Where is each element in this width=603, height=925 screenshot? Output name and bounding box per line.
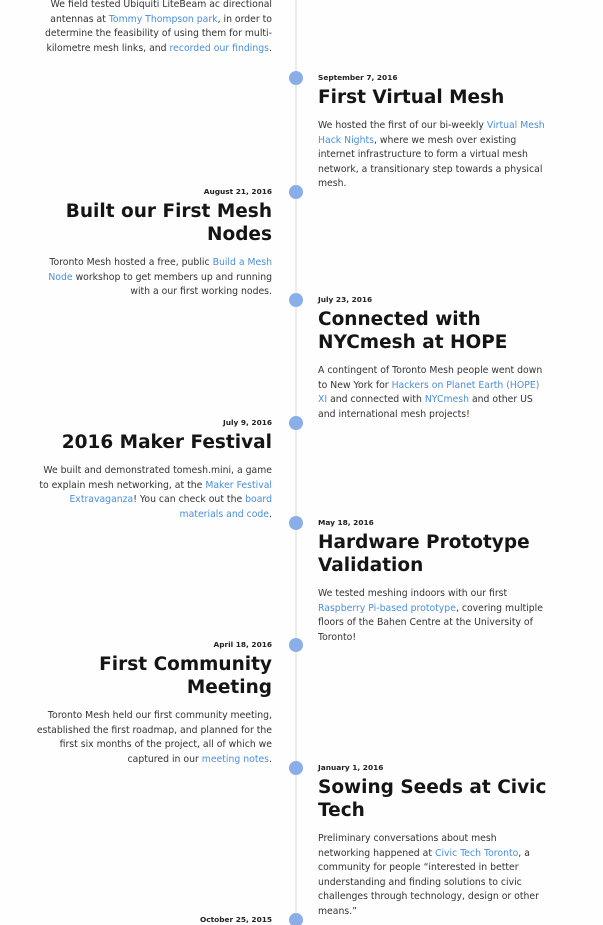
timeline-entry: October 25, 2015: [36, 915, 272, 925]
inline-link[interactable]: Build a Mesh Node: [48, 257, 272, 283]
timeline-line: [295, 0, 297, 925]
description-text: .: [269, 42, 272, 54]
entry-title: Hardware Prototype Validation: [318, 532, 530, 576]
timeline-dot: [289, 913, 303, 925]
entry-date: April 18, 2016: [213, 640, 272, 649]
description-text: Toronto Mesh held our first community me…: [36, 710, 272, 765]
entry-date: May 18, 2016: [318, 518, 374, 527]
description-text: and other US and international mesh proj…: [318, 394, 533, 420]
timeline-dot: [289, 71, 303, 85]
entry-title: Connected with NYCmesh at HOPE: [318, 309, 508, 353]
entry-description: We built and demonstrated tomesh.mini, a…: [36, 464, 272, 522]
entry-date: January 1, 2016: [318, 763, 384, 772]
description-text: ! You can check out the: [133, 494, 246, 505]
description-text: workshop to get members up and running w…: [72, 271, 272, 298]
entry-title: Built our First Mesh Nodes: [65, 201, 272, 245]
description-text: We field tested Ubiquiti LiteBeam ac dir…: [50, 0, 272, 25]
entry-description: We field tested Ubiquiti LiteBeam ac dir…: [36, 0, 272, 56]
inline-link[interactable]: Maker Festival Extravaganza: [69, 479, 272, 506]
description-text: A contingent of Toronto Mesh people went…: [318, 365, 543, 391]
entry-title: First Community Meeting: [99, 654, 272, 698]
entry-description: Toronto Mesh hosted a free, public Build…: [36, 256, 272, 300]
timeline-entry: August 21, 2016 Built our First Mesh Nod…: [36, 187, 272, 300]
timeline-entry: January 1, 2016 Sowing Seeds at Civic Te…: [318, 763, 550, 919]
description-text: , covering multiple floors of the Bahen …: [318, 602, 543, 643]
timeline-dot: [289, 185, 303, 199]
entry-date: July 23, 2016: [318, 295, 373, 304]
inline-link[interactable]: Civic Tech Toronto: [434, 847, 519, 859]
timeline-entry: April 18, 2016 First Community Meeting T…: [36, 640, 272, 767]
description-text: , a community for people “interested in …: [318, 847, 539, 917]
inline-link[interactable]: Virtual Mesh Hack Nights: [318, 120, 545, 146]
timeline-entry: May 18, 2016 Hardware Prototype Validati…: [318, 518, 550, 645]
entry-description: Preliminary conversations about mesh net…: [318, 832, 550, 919]
entry-title: 2016 Maker Festival: [61, 432, 272, 453]
inline-link[interactable]: recorded our findings: [169, 42, 270, 54]
description-text: , in order to determine the feasibility …: [44, 13, 272, 54]
entry-description: A contingent of Toronto Mesh people went…: [318, 364, 550, 422]
description-text: .: [269, 508, 272, 520]
timeline-entry: September 7, 2016 First Virtual Mesh We …: [318, 73, 550, 192]
timeline-dot: [289, 761, 303, 775]
description-text: and connected with: [327, 394, 425, 405]
inline-link[interactable]: Hackers on Planet Earth (HOPE) XI: [318, 379, 540, 406]
timeline-dot: [289, 638, 303, 652]
entry-date: July 9, 2016: [222, 418, 272, 427]
entry-date: September 7, 2016: [318, 73, 398, 82]
timeline-entry: July 23, 2016 Connected with NYCmesh at …: [318, 295, 550, 422]
description-text: We tested meshing indoors with our first: [318, 588, 508, 599]
entry-date: August 21, 2016: [203, 187, 272, 196]
timeline-entry: We field tested Ubiquiti LiteBeam ac dir…: [36, 0, 272, 56]
timeline-entry: July 9, 2016 2016 Maker Festival We buil…: [36, 418, 272, 522]
entry-description: Toronto Mesh held our first community me…: [36, 709, 272, 767]
inline-link[interactable]: Raspberry Pi-based prototype: [318, 602, 456, 614]
description-text: We hosted the first of our bi-weekly: [318, 120, 487, 131]
inline-link[interactable]: board materials and code: [179, 494, 272, 520]
entry-description: We tested meshing indoors with our first…: [318, 587, 550, 645]
inline-link[interactable]: meeting notes: [201, 753, 270, 765]
entry-date: October 25, 2015: [199, 915, 272, 924]
inline-link[interactable]: NYCmesh: [424, 394, 469, 405]
inline-link[interactable]: Tommy Thompson park: [108, 13, 218, 25]
description-text: .: [269, 753, 272, 765]
timeline-dot: [289, 516, 303, 530]
entry-title: First Virtual Mesh: [318, 87, 505, 108]
description-text: Preliminary conversations about mesh net…: [318, 833, 497, 859]
description-text: Toronto Mesh hosted a free, public: [49, 257, 213, 268]
entry-title: Sowing Seeds at Civic Tech: [318, 777, 547, 821]
timeline-dot: [289, 293, 303, 307]
description-text: We built and demonstrated tomesh.mini, a…: [39, 465, 272, 491]
entry-description: We hosted the first of our bi-weekly Vir…: [318, 119, 550, 192]
timeline-dot: [289, 416, 303, 430]
description-text: , where we mesh over existing internet i…: [318, 134, 543, 190]
